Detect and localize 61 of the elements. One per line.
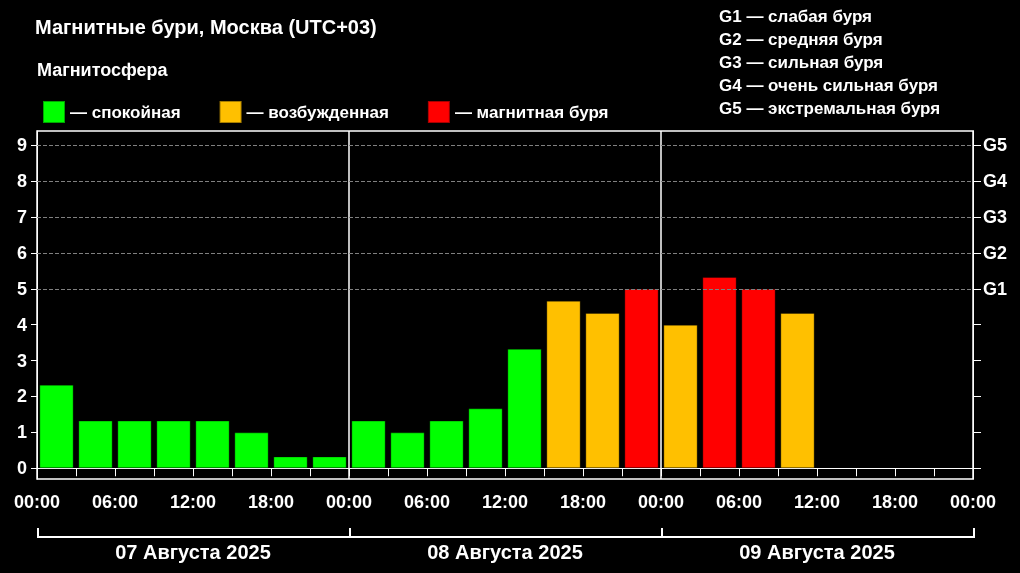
text: G2 — средняя буря bbox=[719, 30, 883, 49]
text: G1 — слабая буря bbox=[719, 7, 873, 26]
bar bbox=[117, 420, 152, 469]
bar bbox=[663, 324, 698, 469]
bar bbox=[78, 420, 113, 469]
text: G5 — экстремальная буря bbox=[719, 99, 941, 118]
x-tick-label: 12:00 bbox=[169, 492, 217, 512]
y-tick-label: 4 bbox=[16, 314, 27, 335]
bar bbox=[585, 312, 620, 469]
y-tick-label: 9 bbox=[16, 135, 27, 156]
ref-line-label: G2 bbox=[983, 242, 1008, 263]
x-tick-label: 18:00 bbox=[871, 492, 919, 512]
text: G3 — сильная буря bbox=[719, 53, 884, 72]
legend-label: — магнитная буря bbox=[454, 102, 609, 122]
bar bbox=[468, 408, 503, 469]
y-tick-label: 8 bbox=[16, 171, 27, 192]
text: 08 Августа 2025 bbox=[427, 541, 583, 563]
bar bbox=[156, 420, 191, 469]
y-tick-label: 5 bbox=[16, 278, 27, 299]
ref-line-label: G4 bbox=[983, 171, 1008, 192]
x-tick-label: 12:00 bbox=[481, 492, 529, 512]
y-tick-label: 3 bbox=[16, 350, 27, 371]
ref-line-label: G1 bbox=[983, 278, 1008, 299]
legend-title: Магнитосфера bbox=[37, 60, 169, 80]
y-tick-label: 0 bbox=[16, 458, 27, 479]
y-tick-label: 7 bbox=[16, 207, 27, 228]
x-tick-label: 00:00 bbox=[637, 492, 685, 512]
bar bbox=[702, 277, 737, 469]
bar bbox=[273, 456, 308, 469]
chart-title: Магнитные бури, Москва (UTC+03) bbox=[35, 16, 377, 38]
x-tick-label: 00:00 bbox=[325, 492, 373, 512]
x-tick-label: 06:00 bbox=[715, 492, 763, 512]
x-tick-label: 00:00 bbox=[13, 492, 61, 512]
bar bbox=[507, 348, 542, 469]
x-tick-label: 06:00 bbox=[91, 492, 139, 512]
x-tick-label: 18:00 bbox=[559, 492, 607, 512]
ref-line-label: G3 bbox=[983, 207, 1008, 228]
bar bbox=[780, 312, 815, 469]
bar bbox=[312, 456, 347, 469]
x-tick-label: 12:00 bbox=[793, 492, 841, 512]
text: 09 Августа 2025 bbox=[739, 541, 895, 563]
bar bbox=[195, 420, 230, 469]
text: G4 — очень сильная буря bbox=[719, 76, 938, 95]
bar bbox=[741, 288, 776, 469]
legend-label: — возбужденная bbox=[246, 102, 389, 122]
bar bbox=[390, 432, 425, 469]
text: 07 Августа 2025 bbox=[115, 541, 271, 563]
x-tick-label: 00:00 bbox=[949, 492, 997, 512]
bar bbox=[624, 288, 659, 469]
bar bbox=[39, 384, 74, 469]
bar bbox=[351, 420, 386, 469]
y-tick-label: 2 bbox=[16, 386, 27, 407]
ref-line-label: G5 bbox=[983, 135, 1008, 156]
x-tick-label: 18:00 bbox=[247, 492, 295, 512]
y-tick-label: 1 bbox=[16, 422, 27, 443]
bar bbox=[429, 420, 464, 469]
y-tick-label: 6 bbox=[16, 242, 27, 263]
legend-label: — спокойная bbox=[70, 102, 181, 122]
bar bbox=[546, 300, 581, 469]
bar bbox=[234, 432, 269, 469]
x-tick-label: 06:00 bbox=[403, 492, 451, 512]
